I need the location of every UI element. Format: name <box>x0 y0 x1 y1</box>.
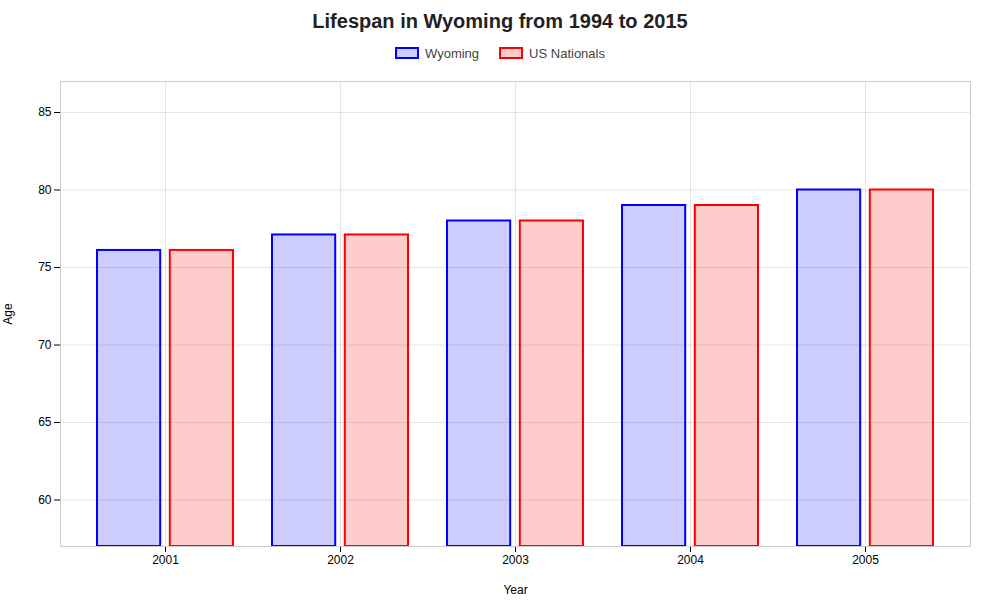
svg-text:65: 65 <box>38 415 52 429</box>
svg-text:70: 70 <box>38 338 52 352</box>
svg-text:60: 60 <box>38 493 52 507</box>
svg-text:85: 85 <box>38 105 52 119</box>
svg-text:2003: 2003 <box>502 553 529 567</box>
svg-text:2005: 2005 <box>852 553 879 567</box>
html-text:US Nationals: US Nationals <box>529 45 605 61</box>
svg-text:80: 80 <box>38 183 52 197</box>
svg-text:75: 75 <box>38 260 52 274</box>
html-text:Wyoming: Wyoming <box>425 45 480 61</box>
svg-text:2004: 2004 <box>677 553 704 567</box>
svg-text:2002: 2002 <box>327 553 354 567</box>
svg-text:Year: Year <box>503 583 527 597</box>
html-text:Lifespan in Wyoming from 1994: Lifespan in Wyoming from 1994 to 2015 <box>312 10 688 32</box>
svg-text:2001: 2001 <box>152 553 179 567</box>
svg-text:Age: Age <box>1 303 15 325</box>
